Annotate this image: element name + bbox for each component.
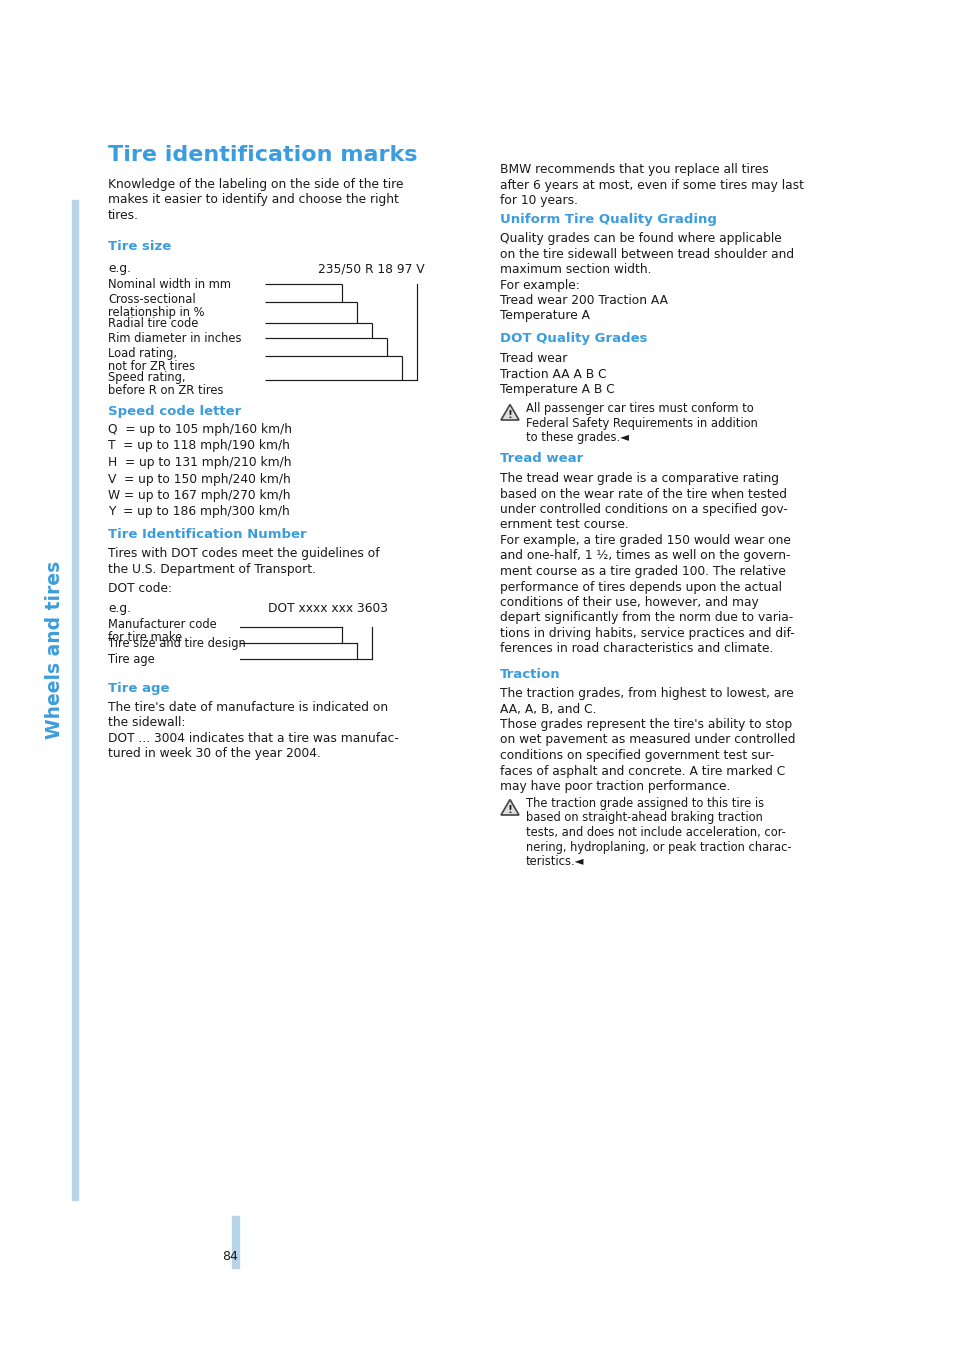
Text: Tires with DOT codes meet the guidelines of: Tires with DOT codes meet the guidelines…: [108, 547, 379, 561]
Text: tured in week 30 of the year 2004.: tured in week 30 of the year 2004.: [108, 747, 320, 761]
Text: not for ZR tires: not for ZR tires: [108, 359, 195, 373]
Text: Temperature A B C: Temperature A B C: [499, 382, 614, 396]
Text: Traction AA A B C: Traction AA A B C: [499, 367, 606, 381]
Text: the U.S. Department of Transport.: the U.S. Department of Transport.: [108, 562, 315, 576]
Text: Tire Identification Number: Tire Identification Number: [108, 528, 306, 540]
Text: Those grades represent the tire's ability to stop: Those grades represent the tire's abilit…: [499, 717, 791, 731]
Text: Wheels and tires: Wheels and tires: [46, 561, 65, 739]
Text: The traction grades, from highest to lowest, are: The traction grades, from highest to low…: [499, 688, 793, 700]
Text: Uniform Tire Quality Grading: Uniform Tire Quality Grading: [499, 213, 716, 226]
Text: Speed code letter: Speed code letter: [108, 405, 241, 417]
Polygon shape: [500, 404, 518, 420]
Text: teristics.◄: teristics.◄: [525, 855, 584, 867]
Text: before R on ZR tires: before R on ZR tires: [108, 384, 223, 397]
Text: tests, and does not include acceleration, cor-: tests, and does not include acceleration…: [525, 825, 785, 839]
Text: Tread wear: Tread wear: [499, 353, 567, 365]
Text: performance of tires depends upon the actual: performance of tires depends upon the ac…: [499, 581, 781, 593]
Text: and one-half, 1 ½, times as well on the govern-: and one-half, 1 ½, times as well on the …: [499, 550, 790, 562]
Text: for 10 years.: for 10 years.: [499, 195, 578, 207]
Text: tions in driving habits, service practices and dif-: tions in driving habits, service practic…: [499, 627, 794, 640]
Bar: [232, 1216, 239, 1269]
Text: Tire age: Tire age: [108, 653, 154, 666]
Text: T  = up to 118 mph/190 km/h: T = up to 118 mph/190 km/h: [108, 439, 290, 453]
Text: maximum section width.: maximum section width.: [499, 263, 651, 276]
Text: Tire size: Tire size: [108, 240, 172, 253]
Text: DOT xxxx xxx 3603: DOT xxxx xxx 3603: [268, 603, 388, 615]
Text: based on the wear rate of the tire when tested: based on the wear rate of the tire when …: [499, 488, 786, 500]
Text: ment course as a tire graded 100. The relative: ment course as a tire graded 100. The re…: [499, 565, 785, 578]
Text: Y  = up to 186 mph/300 km/h: Y = up to 186 mph/300 km/h: [108, 505, 290, 519]
Text: Tire identification marks: Tire identification marks: [108, 145, 417, 165]
Text: W = up to 167 mph/270 km/h: W = up to 167 mph/270 km/h: [108, 489, 291, 503]
Text: Temperature A: Temperature A: [499, 309, 589, 323]
Text: for tire make: for tire make: [108, 631, 182, 644]
Text: Rim diameter in inches: Rim diameter in inches: [108, 332, 241, 345]
Text: e.g.: e.g.: [108, 262, 131, 276]
Text: conditions on specified government test sur-: conditions on specified government test …: [499, 748, 774, 762]
Text: relationship in %: relationship in %: [108, 305, 204, 319]
Text: Tread wear 200 Traction AA: Tread wear 200 Traction AA: [499, 295, 667, 307]
Text: Traction: Traction: [499, 667, 560, 681]
Text: 84: 84: [222, 1250, 237, 1263]
Text: Nominal width in mm: Nominal width in mm: [108, 278, 231, 290]
Text: to these grades.◄: to these grades.◄: [525, 431, 628, 444]
Text: faces of asphalt and concrete. A tire marked C: faces of asphalt and concrete. A tire ma…: [499, 765, 784, 777]
Text: !: !: [507, 805, 512, 815]
Text: ferences in road characteristics and climate.: ferences in road characteristics and cli…: [499, 643, 773, 655]
Text: based on straight-ahead braking traction: based on straight-ahead braking traction: [525, 812, 762, 824]
Text: AA, A, B, and C.: AA, A, B, and C.: [499, 703, 596, 716]
Text: The tire's date of manufacture is indicated on: The tire's date of manufacture is indica…: [108, 701, 388, 713]
Text: Federal Safety Requirements in addition: Federal Safety Requirements in addition: [525, 416, 757, 430]
Text: DOT ... 3004 indicates that a tire was manufac-: DOT ... 3004 indicates that a tire was m…: [108, 732, 398, 744]
Text: makes it easier to identify and choose the right: makes it easier to identify and choose t…: [108, 193, 398, 207]
Text: Knowledge of the labeling on the side of the tire: Knowledge of the labeling on the side of…: [108, 178, 403, 190]
Text: 235/50 R 18 97 V: 235/50 R 18 97 V: [317, 262, 424, 276]
Text: depart significantly from the norm due to varia-: depart significantly from the norm due t…: [499, 612, 792, 624]
Text: For example:: For example:: [499, 278, 579, 292]
Text: H  = up to 131 mph/210 km/h: H = up to 131 mph/210 km/h: [108, 457, 292, 469]
Polygon shape: [500, 800, 518, 815]
Text: Speed rating,: Speed rating,: [108, 372, 185, 384]
Text: conditions of their use, however, and may: conditions of their use, however, and ma…: [499, 596, 758, 609]
Text: !: !: [507, 409, 512, 420]
Text: Quality grades can be found where applicable: Quality grades can be found where applic…: [499, 232, 781, 245]
Text: after 6 years at most, even if some tires may last: after 6 years at most, even if some tire…: [499, 178, 803, 192]
Text: Q  = up to 105 mph/160 km/h: Q = up to 105 mph/160 km/h: [108, 423, 292, 436]
Text: Manufacturer code: Manufacturer code: [108, 617, 216, 631]
Text: may have poor traction performance.: may have poor traction performance.: [499, 780, 730, 793]
Text: Load rating,: Load rating,: [108, 347, 177, 359]
Text: under controlled conditions on a specified gov-: under controlled conditions on a specifi…: [499, 503, 787, 516]
Text: on wet pavement as measured under controlled: on wet pavement as measured under contro…: [499, 734, 795, 747]
Text: DOT code:: DOT code:: [108, 582, 172, 594]
Text: All passenger car tires must conform to: All passenger car tires must conform to: [525, 403, 753, 415]
Text: For example, a tire graded 150 would wear one: For example, a tire graded 150 would wea…: [499, 534, 790, 547]
Text: on the tire sidewall between tread shoulder and: on the tire sidewall between tread shoul…: [499, 247, 793, 261]
Bar: [71, 200, 78, 1200]
Text: Tire age: Tire age: [108, 682, 170, 694]
Text: Radial tire code: Radial tire code: [108, 317, 198, 330]
Text: BMW recommends that you replace all tires: BMW recommends that you replace all tire…: [499, 163, 768, 176]
Text: Tire size and tire design: Tire size and tire design: [108, 638, 246, 650]
Text: e.g.: e.g.: [108, 603, 131, 615]
Text: V  = up to 150 mph/240 km/h: V = up to 150 mph/240 km/h: [108, 473, 291, 485]
Text: tires.: tires.: [108, 209, 139, 222]
Text: DOT Quality Grades: DOT Quality Grades: [499, 332, 647, 345]
Text: nering, hydroplaning, or peak traction charac-: nering, hydroplaning, or peak traction c…: [525, 840, 791, 854]
Text: Tread wear: Tread wear: [499, 453, 582, 465]
Text: ernment test course.: ernment test course.: [499, 519, 628, 531]
Text: the sidewall:: the sidewall:: [108, 716, 185, 730]
Text: The traction grade assigned to this tire is: The traction grade assigned to this tire…: [525, 797, 763, 811]
Text: The tread wear grade is a comparative rating: The tread wear grade is a comparative ra…: [499, 471, 779, 485]
Text: Cross-sectional: Cross-sectional: [108, 293, 195, 305]
